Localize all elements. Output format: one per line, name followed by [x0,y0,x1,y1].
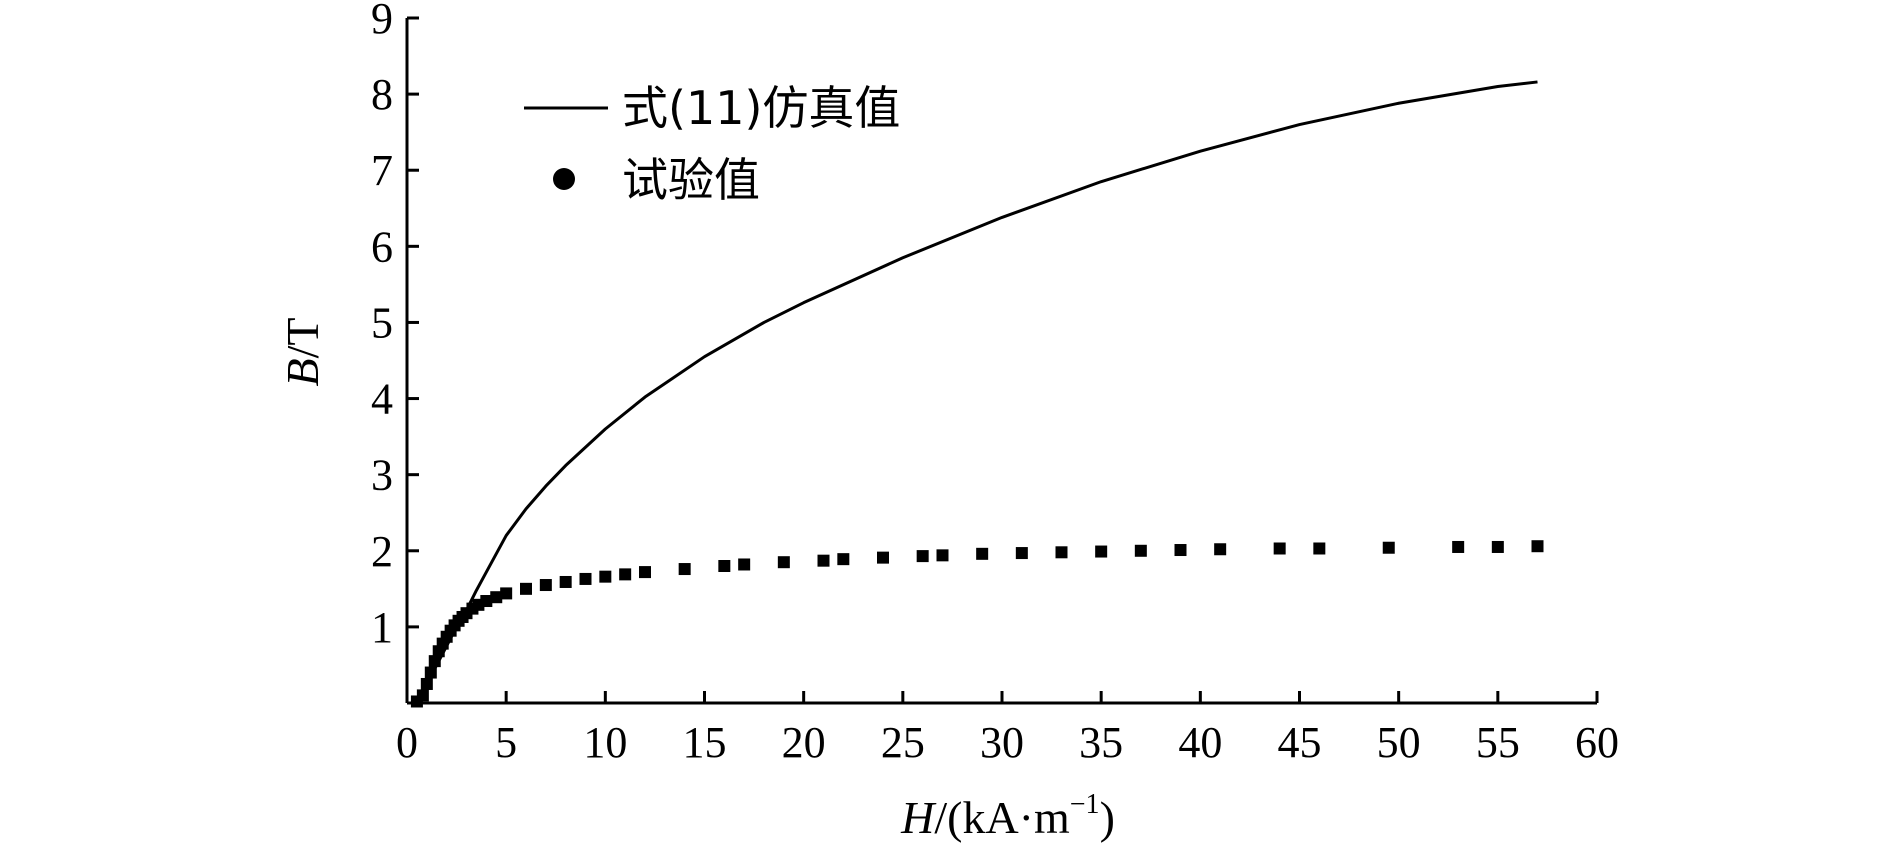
experiment-point [738,558,751,571]
experiment-point [678,563,691,576]
experiment-point [1382,541,1395,554]
experiment-point [976,547,989,560]
experiment-point [520,582,532,595]
series-line-simulation [415,80,1538,703]
y-tick-label: 8 [371,70,393,119]
y-axis-title: B/T [277,318,328,387]
legend: 式(11)仿真值 试验值 [524,81,900,207]
y-tick-label: 6 [371,222,393,271]
legend-marker-swatch [553,168,575,190]
x-tick-label: 5 [495,718,517,767]
experiment-point [619,568,632,581]
experiment-point [500,587,513,600]
experiment-point [639,566,651,579]
experiment-point [559,575,572,588]
experiment-point [777,556,790,569]
experiment-point [1214,543,1227,556]
experiment-point [1174,544,1187,557]
experiment-point [599,570,612,583]
experiment-point [1095,545,1108,558]
experiment-point [936,549,949,562]
experiment-point [837,553,850,566]
x-tick-label: 60 [1575,718,1619,767]
experiment-point [1015,547,1028,560]
experiment-point [916,550,929,563]
x-tick-label: 30 [980,718,1024,767]
experiment-point [428,655,441,668]
y-tick-label: 3 [371,451,393,500]
experiment-point [420,677,433,690]
experiment-point [817,554,830,567]
y-tick-label: 4 [371,375,393,424]
x-axis-unit-exponent: −1 [1070,789,1100,820]
x-axis-unit-close: ) [1100,792,1115,843]
y-tick-label: 5 [371,298,393,347]
y-ticks: 1 2 3 4 5 6 7 8 9 [371,0,419,652]
x-tick-label: 25 [881,718,925,767]
x-tick-label: 50 [1377,718,1421,767]
x-axis-variable: H [900,792,937,843]
x-axis-title: H/(kA·m−1) [900,789,1115,843]
legend-label-experiment: 试验值 [622,153,760,207]
experiment-point [1313,542,1326,555]
y-tick-label: 9 [371,0,393,43]
x-tick-label: 35 [1079,718,1123,767]
y-axis-variable: B [277,358,328,386]
experiment-point [1491,540,1504,553]
experiment-point [1452,540,1465,553]
experiment-point [539,579,552,592]
y-tick-label: 1 [371,603,393,652]
x-tick-label: 0 [396,718,418,767]
x-tick-label: 15 [683,718,727,767]
x-tick-label: 10 [583,718,627,767]
x-ticks: 0 5 10 15 20 25 30 35 40 45 50 55 60 [396,691,1619,767]
experiment-point [877,551,889,564]
experiment-point [1055,546,1068,559]
experiment-point [424,666,437,679]
x-axis-unit: /(kA·m [934,792,1070,843]
y-tick-label: 7 [371,146,393,195]
series-layer [410,80,1544,708]
x-tick-label: 40 [1178,718,1222,767]
experiment-point [1134,544,1147,557]
experiment-point [416,689,429,702]
experiment-point [579,572,592,585]
x-tick-label: 45 [1278,718,1322,767]
legend-label-simulation: 式(11)仿真值 [622,81,900,135]
experiment-point [1273,542,1286,555]
experiment-point [490,591,503,604]
x-tick-label: 20 [782,718,826,767]
experiment-point [718,560,731,572]
y-axis-unit: /T [277,318,328,359]
y-tick-label: 2 [371,527,393,576]
experiment-point [480,595,493,608]
experiment-point [1531,540,1544,553]
x-tick-label: 55 [1476,718,1520,767]
